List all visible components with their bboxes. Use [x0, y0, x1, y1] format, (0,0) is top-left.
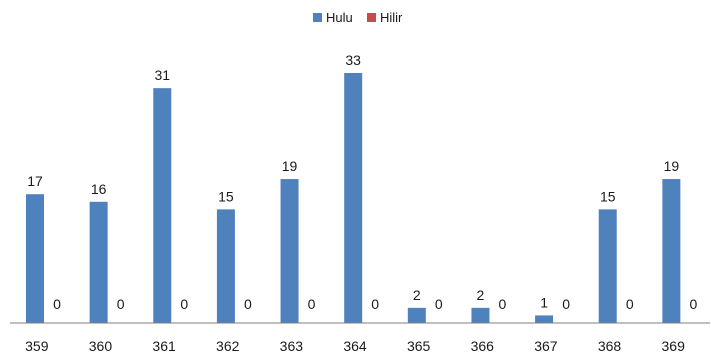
data-label-hilir-365: 0 [435, 296, 443, 312]
data-label-hulu-363: 19 [282, 158, 298, 174]
bar-hulu-369 [662, 179, 681, 323]
bar-hulu-362 [216, 209, 235, 323]
data-label-hulu-369: 19 [664, 158, 680, 174]
data-label-hulu-362: 15 [218, 188, 234, 204]
data-label-hulu-365: 2 [413, 287, 421, 303]
data-label-hilir-369: 0 [689, 296, 697, 312]
data-label-hulu-360: 16 [91, 181, 107, 197]
bar-hulu-366 [471, 307, 490, 323]
x-tick-label-365: 365 [407, 338, 431, 354]
x-tick-label-362: 362 [216, 338, 240, 354]
bar-hulu-365 [407, 307, 426, 323]
bar-hulu-368 [598, 209, 617, 323]
x-tick-label-361: 361 [152, 338, 176, 354]
data-label-hilir-360: 0 [117, 296, 125, 312]
bar-hulu-364 [344, 73, 363, 323]
data-label-hulu-364: 33 [345, 52, 361, 68]
bars-group [26, 73, 681, 323]
legend-swatch-hilir [367, 13, 376, 22]
data-label-hulu-359: 17 [27, 173, 43, 189]
x-tick-label-367: 367 [534, 338, 558, 354]
data-label-hilir-364: 0 [371, 296, 379, 312]
bar-hulu-367 [535, 315, 554, 323]
x-tick-label-359: 359 [25, 338, 49, 354]
data-label-hilir-367: 0 [562, 296, 570, 312]
x-tick-label-368: 368 [598, 338, 622, 354]
legend-swatch-hulu [313, 13, 322, 22]
data-label-hilir-363: 0 [308, 296, 316, 312]
data-label-hulu-361: 31 [154, 67, 170, 83]
x-tick-label-363: 363 [280, 338, 304, 354]
data-label-hilir-368: 0 [626, 296, 634, 312]
x-tick-label-369: 369 [662, 338, 686, 354]
data-label-hulu-368: 15 [600, 188, 616, 204]
data-label-hilir-361: 0 [180, 296, 188, 312]
x-tick-label-360: 360 [89, 338, 113, 354]
legend: Hulu Hilir [313, 10, 403, 25]
data-label-hilir-362: 0 [244, 296, 252, 312]
x-tick-label-366: 366 [471, 338, 495, 354]
bar-hulu-359 [26, 194, 44, 323]
data-label-hulu-366: 2 [477, 287, 485, 303]
data-label-hilir-366: 0 [499, 296, 507, 312]
x-axis-ticks: 359 360 361 362 363 364 365 366 367 368 369 [25, 338, 685, 354]
x-tick-label-364: 364 [343, 338, 367, 354]
bar-hulu-363 [280, 179, 299, 323]
bar-hulu-360 [89, 201, 108, 323]
legend-label-hilir: Hilir [380, 10, 403, 25]
legend-label-hulu: Hulu [326, 10, 353, 25]
bar-hulu-361 [153, 88, 172, 323]
data-label-hulu-367: 1 [540, 294, 548, 310]
data-label-hilir-359: 0 [53, 296, 61, 312]
